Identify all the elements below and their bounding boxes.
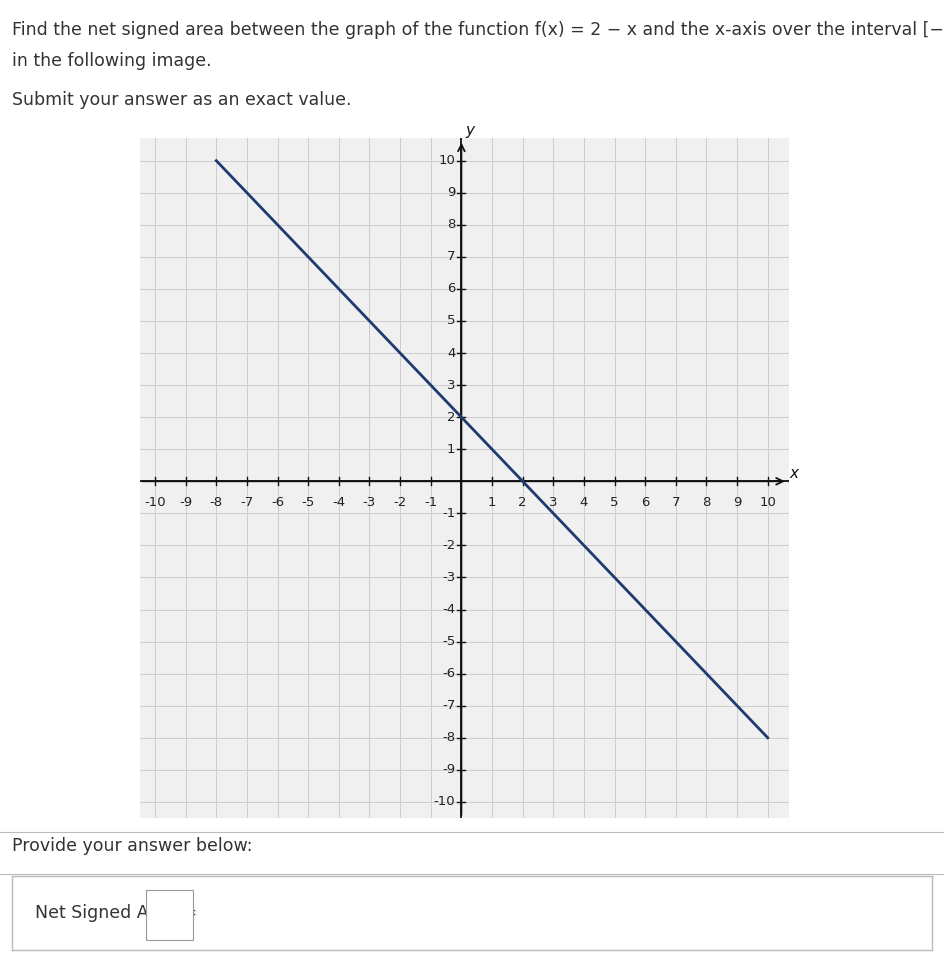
Text: 2: 2 bbox=[447, 411, 455, 423]
Text: 2: 2 bbox=[518, 495, 527, 509]
Text: -6: -6 bbox=[442, 667, 455, 680]
Text: 9: 9 bbox=[733, 495, 741, 509]
Text: -7: -7 bbox=[241, 495, 254, 509]
Text: 10: 10 bbox=[438, 155, 455, 167]
Text: 8: 8 bbox=[447, 218, 455, 231]
Text: 4: 4 bbox=[580, 495, 588, 509]
Text: -3: -3 bbox=[442, 571, 455, 584]
Text: -9: -9 bbox=[442, 763, 455, 777]
Text: -1: -1 bbox=[424, 495, 437, 509]
Text: y: y bbox=[465, 123, 475, 138]
Text: 3: 3 bbox=[549, 495, 558, 509]
Text: Find the net signed area between the graph of the function f(x) = 2 − x and the : Find the net signed area between the gra… bbox=[12, 21, 944, 39]
Text: -5: -5 bbox=[301, 495, 315, 509]
Text: -9: -9 bbox=[179, 495, 193, 509]
Text: 6: 6 bbox=[447, 282, 455, 296]
Text: -10: -10 bbox=[144, 495, 166, 509]
Text: 7: 7 bbox=[671, 495, 680, 509]
Text: -4: -4 bbox=[332, 495, 346, 509]
Text: -5: -5 bbox=[442, 636, 455, 648]
Text: -4: -4 bbox=[442, 603, 455, 616]
Text: 1: 1 bbox=[447, 443, 455, 456]
Text: 9: 9 bbox=[447, 186, 455, 200]
Text: Submit your answer as an exact value.: Submit your answer as an exact value. bbox=[12, 91, 352, 109]
Text: x: x bbox=[790, 466, 799, 481]
Text: -10: -10 bbox=[433, 796, 455, 808]
Text: 5: 5 bbox=[611, 495, 619, 509]
Text: -6: -6 bbox=[271, 495, 284, 509]
Text: 7: 7 bbox=[447, 251, 455, 263]
Text: -1: -1 bbox=[442, 507, 455, 520]
Text: in the following image.: in the following image. bbox=[12, 52, 211, 70]
Text: 4: 4 bbox=[447, 347, 455, 360]
Text: 1: 1 bbox=[488, 495, 497, 509]
Text: 3: 3 bbox=[447, 378, 455, 392]
Text: -8: -8 bbox=[442, 732, 455, 744]
Text: Provide your answer below:: Provide your answer below: bbox=[12, 837, 253, 855]
Text: 8: 8 bbox=[702, 495, 711, 509]
Text: 10: 10 bbox=[759, 495, 776, 509]
Text: 6: 6 bbox=[641, 495, 649, 509]
Text: -2: -2 bbox=[442, 539, 455, 552]
FancyBboxPatch shape bbox=[145, 890, 194, 940]
Text: Net Signed Area =: Net Signed Area = bbox=[35, 904, 197, 922]
Text: -8: -8 bbox=[210, 495, 223, 509]
Text: 5: 5 bbox=[447, 315, 455, 327]
Text: -2: -2 bbox=[394, 495, 407, 509]
Text: -3: -3 bbox=[362, 495, 376, 509]
Text: -7: -7 bbox=[442, 699, 455, 712]
